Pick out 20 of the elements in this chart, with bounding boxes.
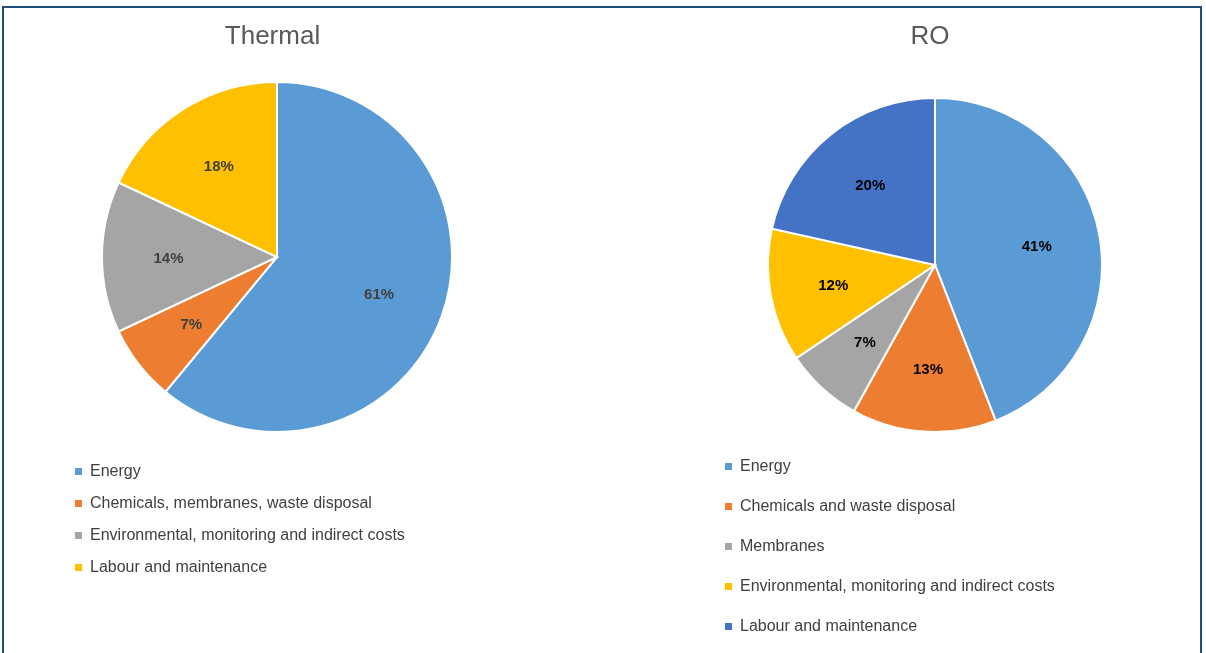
legend-label: Environmental, monitoring and indirect costs [90, 526, 405, 544]
legend-label: Chemicals and waste disposal [740, 497, 956, 515]
data-label: 13% [912, 359, 944, 377]
legend-label: Energy [740, 457, 791, 475]
data-label: 18% [203, 156, 234, 174]
legend-label: Energy [90, 462, 141, 480]
data-label: 7% [854, 332, 876, 350]
legend-label: Environmental, monitoring and indirect costs [740, 577, 1055, 595]
legend-label: Chemicals, membranes, waste disposal [90, 494, 372, 512]
data-label: 14% [153, 248, 184, 266]
legend-label: Membranes [740, 537, 825, 555]
chart-title: Thermal [223, 20, 322, 51]
chart-title: RO [909, 20, 951, 51]
data-label: 41% [1021, 237, 1052, 255]
data-label: 20% [855, 175, 886, 193]
data-label: 7% [180, 315, 203, 332]
legend-label: Labour and maintenance [90, 558, 268, 576]
data-label: 61% [364, 285, 395, 303]
legend-label: Labour and maintenance [740, 617, 918, 635]
data-label: 12% [818, 275, 849, 293]
